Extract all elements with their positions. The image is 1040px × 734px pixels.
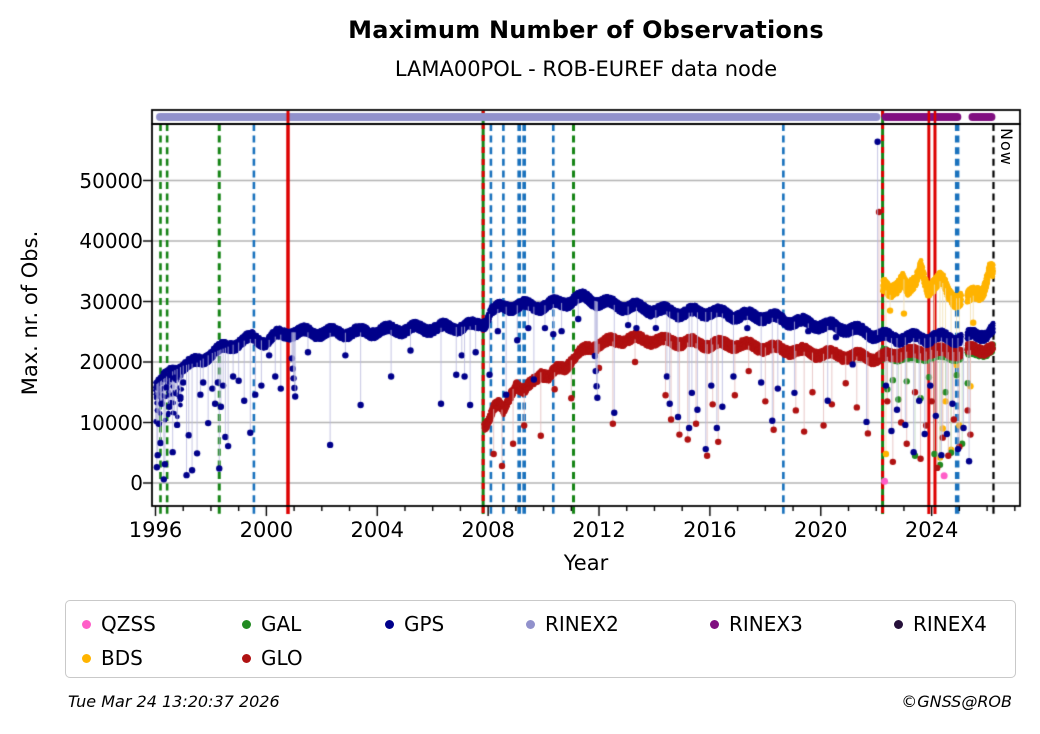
y-tick-label: 20000 xyxy=(79,350,143,374)
x-tick-label: 2016 xyxy=(683,518,737,542)
now-marker-label: Now xyxy=(997,128,1016,166)
legend-item-bds: BDS xyxy=(82,645,143,671)
rinex4-dot-icon xyxy=(894,620,903,629)
x-tick-label: 2024 xyxy=(904,518,959,542)
legend-item-rinex3: RINEX3 xyxy=(710,611,803,637)
x-tick-label: 2020 xyxy=(794,518,848,542)
legend-item-rinex2: RINEX2 xyxy=(526,611,619,637)
y-tick-label: 50000 xyxy=(79,168,143,193)
x-tick-label: 2004 xyxy=(350,518,404,542)
x-tick-label: 2000 xyxy=(239,518,294,542)
rinex2-dot-icon xyxy=(526,620,535,629)
generation-timestamp: Tue Mar 24 13:20:37 2026 xyxy=(68,692,280,711)
glo-dot-icon xyxy=(242,654,251,663)
y-tick-label: 30000 xyxy=(79,289,143,314)
gal-dot-icon xyxy=(242,620,251,629)
rinex3-dot-icon xyxy=(710,620,719,629)
observations-scatter-chart xyxy=(0,0,1040,580)
page-title: Maximum Number of Observations xyxy=(348,16,824,44)
x-tick-label: 2012 xyxy=(572,518,626,542)
x-axis-label: Year xyxy=(563,551,609,575)
legend-box: QZSS GAL GPS RINEX2 RINEX3 RINEX4 BDS GL… xyxy=(65,600,1016,678)
gps-dot-icon xyxy=(385,620,394,629)
y-tick-label: 0 xyxy=(130,471,143,495)
qzss-dot-icon xyxy=(82,620,91,629)
x-tick-label: 1996 xyxy=(128,518,183,542)
y-tick-label: 40000 xyxy=(79,229,143,253)
legend-item-rinex4: RINEX4 xyxy=(894,611,987,637)
x-tick-label: 2008 xyxy=(461,518,515,542)
y-axis-label: Max. nr. of Obs. xyxy=(18,230,42,396)
page-subtitle: LAMA00POL - ROB-EUREF data node xyxy=(394,57,778,81)
copyright-credit: ©GNSS@ROB xyxy=(901,692,1012,711)
legend-item-gps: GPS xyxy=(385,611,444,637)
legend-item-glo: GLO xyxy=(242,645,303,671)
legend-item-qzss: QZSS xyxy=(82,611,156,637)
bds-dot-icon xyxy=(82,654,91,663)
y-tick-label: 10000 xyxy=(79,410,143,435)
legend-item-gal: GAL xyxy=(242,611,301,637)
